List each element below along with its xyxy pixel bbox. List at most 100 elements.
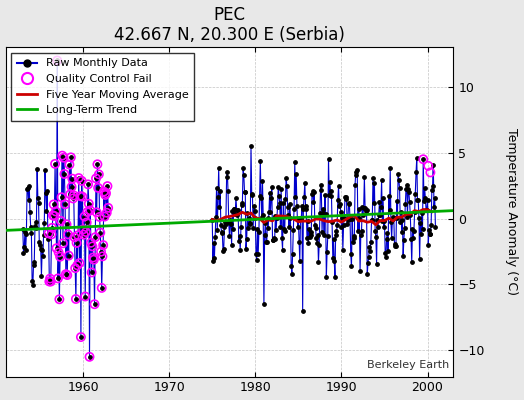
Point <box>288 271 296 277</box>
Point <box>258 214 266 220</box>
Point <box>62 271 70 277</box>
Point <box>28 278 36 284</box>
Point <box>414 215 423 221</box>
Point <box>328 219 336 226</box>
Y-axis label: Temperature Anomaly (°C): Temperature Anomaly (°C) <box>506 128 518 296</box>
Point <box>82 229 90 235</box>
Point <box>356 268 364 274</box>
Point <box>229 226 237 232</box>
Legend: Raw Monthly Data, Quality Control Fail, Five Year Moving Average, Long-Term Tren: Raw Monthly Data, Quality Control Fail, … <box>11 53 194 121</box>
Point <box>248 192 257 198</box>
Point <box>426 231 434 238</box>
Point <box>268 237 277 244</box>
Point <box>88 269 96 276</box>
Point <box>19 250 28 256</box>
Point <box>94 185 102 191</box>
Point <box>334 197 342 203</box>
Point <box>100 188 108 195</box>
Point <box>45 230 53 236</box>
Point <box>42 208 51 214</box>
Point <box>272 215 281 221</box>
Point <box>278 246 287 253</box>
Point <box>270 235 279 242</box>
Point <box>416 219 424 226</box>
Point <box>308 190 316 197</box>
Point <box>57 194 66 200</box>
Point <box>35 200 43 206</box>
Point <box>244 225 253 232</box>
Point <box>65 161 73 168</box>
Point <box>228 208 236 214</box>
Point <box>383 235 391 242</box>
Point <box>58 152 67 159</box>
Point <box>99 242 107 248</box>
Point <box>67 154 75 160</box>
Point <box>373 261 381 267</box>
Point <box>224 188 232 194</box>
Point <box>323 249 331 256</box>
Point <box>352 172 361 178</box>
Point <box>429 161 438 168</box>
Point <box>274 204 282 210</box>
Point <box>81 293 90 300</box>
Point <box>236 247 244 253</box>
Point <box>226 217 234 223</box>
Point <box>321 211 330 217</box>
Point <box>420 198 428 204</box>
Point <box>241 189 249 195</box>
Point <box>412 169 420 176</box>
Point <box>402 182 411 188</box>
Point <box>65 161 73 168</box>
Point <box>93 161 102 168</box>
Point <box>89 254 97 261</box>
Point <box>281 196 290 202</box>
Point <box>319 210 328 216</box>
Point <box>55 296 63 302</box>
Point <box>300 193 308 200</box>
Point <box>406 212 414 218</box>
Point <box>387 235 396 242</box>
Point <box>431 224 440 230</box>
Point <box>60 171 69 177</box>
Point <box>340 222 348 228</box>
Point <box>359 205 368 212</box>
Point <box>89 254 97 261</box>
Point <box>64 252 73 259</box>
Point <box>101 192 110 198</box>
Point <box>61 201 69 208</box>
Point <box>27 224 35 230</box>
Point <box>237 224 245 230</box>
Point <box>290 206 298 212</box>
Point <box>366 248 374 254</box>
Point <box>361 205 369 212</box>
Point <box>25 182 34 189</box>
Point <box>375 212 383 218</box>
Point <box>359 212 367 218</box>
Point <box>73 262 82 268</box>
Point <box>213 227 222 233</box>
Point <box>95 171 103 178</box>
Point <box>336 200 344 207</box>
Point <box>302 206 310 212</box>
Point <box>80 213 89 220</box>
Point <box>354 206 363 212</box>
Point <box>336 208 345 215</box>
Point <box>426 169 434 176</box>
Point <box>315 210 324 216</box>
Point <box>318 228 326 235</box>
Point <box>388 216 397 223</box>
Point <box>280 227 289 234</box>
Point <box>53 57 61 64</box>
Point <box>358 204 366 210</box>
Point <box>253 257 261 263</box>
Point <box>360 174 368 180</box>
Point <box>68 184 76 190</box>
Point <box>26 208 34 215</box>
Point <box>50 213 59 219</box>
Point <box>262 239 270 245</box>
Point <box>270 235 278 242</box>
Point <box>412 154 421 161</box>
Point <box>216 187 224 194</box>
Point <box>420 185 429 191</box>
Point <box>311 222 319 228</box>
